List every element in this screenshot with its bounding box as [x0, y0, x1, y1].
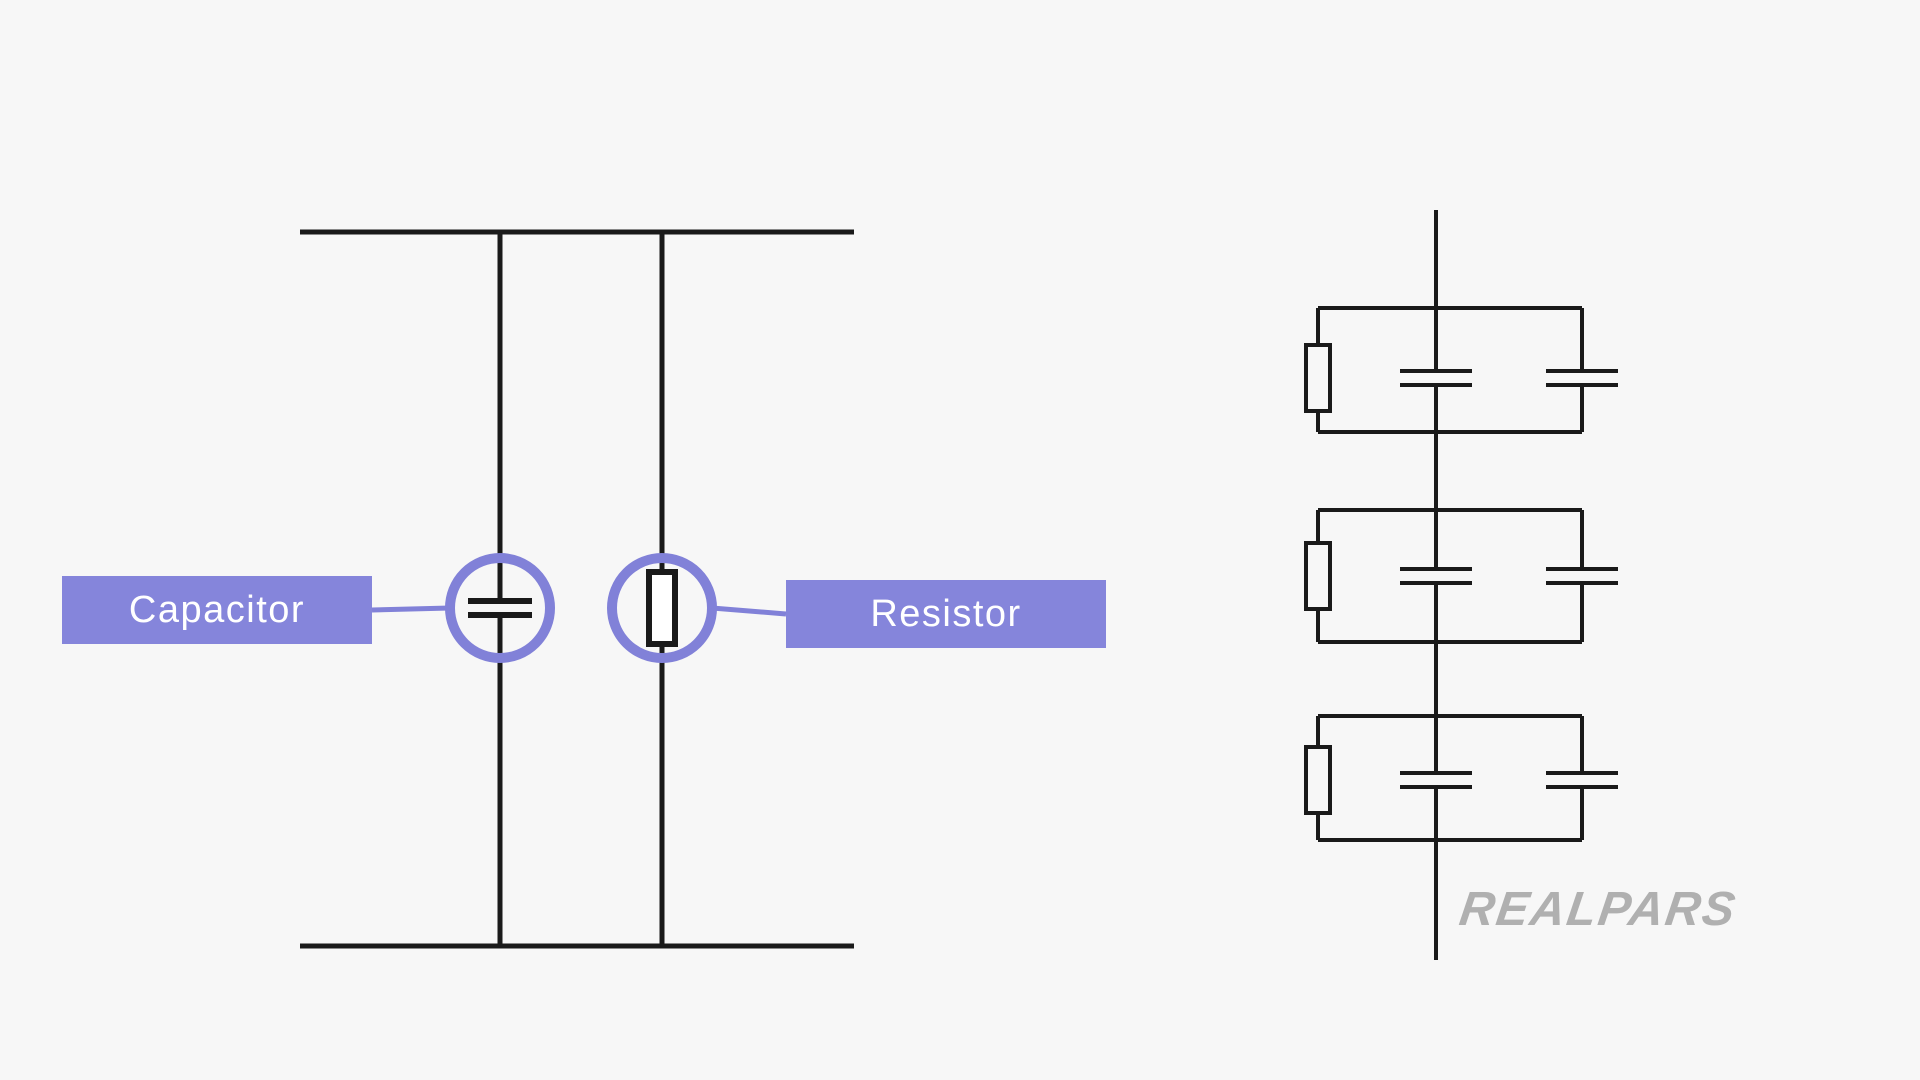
resistor-label-text: Resistor: [870, 593, 1021, 636]
capacitor-label-text: Capacitor: [129, 589, 305, 632]
capacitor-label: Capacitor: [62, 576, 372, 644]
resistor-label: Resistor: [786, 580, 1106, 648]
brand-logo: REALPARS: [1456, 882, 1740, 937]
